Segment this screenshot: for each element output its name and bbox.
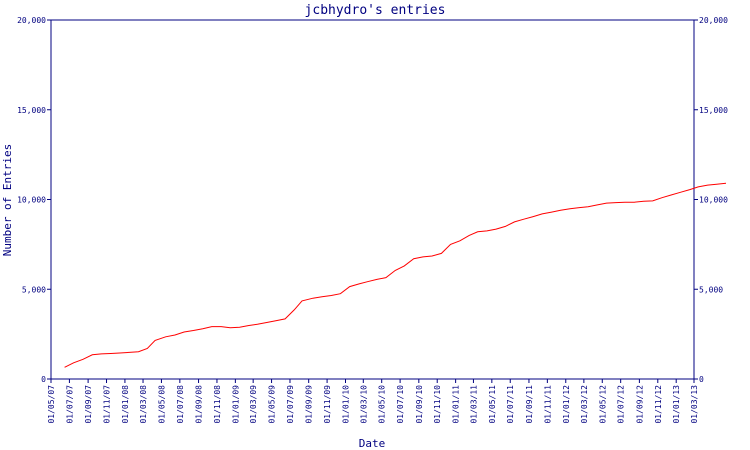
x-tick-label: 01/01/11	[452, 385, 461, 424]
x-tick-label: 01/09/12	[635, 385, 644, 424]
y-tick-label-left: 0	[41, 375, 46, 384]
x-tick-label: 01/01/13	[672, 385, 681, 424]
x-tick-label: 01/05/11	[488, 385, 497, 424]
x-tick-label: 01/09/08	[195, 385, 204, 424]
y-axis-ticks: 0 0 5,000 5,000 10,000 10,000 15,000 15,000 20,0…	[17, 16, 728, 384]
x-tick-label: 01/01/09	[231, 385, 240, 424]
x-tick-label: 01/07/08	[176, 385, 185, 424]
x-tick-label: 01/09/07	[84, 385, 93, 424]
x-tick-label: 01/03/09	[249, 385, 258, 424]
x-tick-label: 01/11/12	[654, 385, 663, 424]
y-tick-label-left: 15,000	[17, 106, 46, 115]
y-tick-label-right: 20,000	[699, 16, 728, 25]
x-tick-label: 01/05/08	[157, 385, 166, 424]
x-tick-label: 01/09/09	[305, 385, 314, 424]
y-tick-label-left: 20,000	[17, 16, 46, 25]
y-tick-label-right: 15,000	[699, 106, 728, 115]
x-tick-label: 01/11/10	[433, 385, 442, 424]
x-tick-label: 01/03/10	[359, 385, 368, 424]
y-tick-label-left: 10,000	[17, 196, 46, 205]
y-tick-label-right: 10,000	[699, 196, 728, 205]
x-tick-label: 01/01/08	[121, 385, 130, 424]
x-tick-label: 01/11/11	[543, 385, 552, 424]
x-tick-label: 01/05/10	[378, 385, 387, 424]
series-line-0	[64, 182, 727, 368]
x-tick-label: 01/07/11	[506, 385, 515, 424]
x-tick-label: 01/01/12	[562, 385, 571, 424]
x-tick-label: 01/07/07	[65, 385, 74, 424]
x-tick-label: 01/03/08	[139, 385, 148, 424]
x-tick-label: 01/09/11	[525, 385, 534, 424]
x-tick-label: 01/07/10	[396, 385, 405, 424]
x-tick-label: 01/09/10	[415, 385, 424, 424]
y-tick-label-left: 5,000	[22, 285, 46, 294]
x-tick-label: 01/11/08	[213, 385, 222, 424]
x-tick-label: 01/05/09	[268, 385, 277, 424]
y-axis-label: Number of Entries	[1, 144, 14, 257]
x-tick-label: 01/03/11	[469, 385, 478, 424]
x-tick-label: 01/11/07	[103, 385, 112, 424]
x-tick-label: 01/11/09	[323, 385, 332, 424]
x-tick-label: 01/05/07	[47, 385, 56, 424]
x-axis-label: Date	[359, 437, 386, 450]
y-tick-label-right: 0	[699, 375, 704, 384]
x-tick-label: 01/03/13	[690, 385, 699, 424]
x-tick-label: 01/07/12	[617, 385, 626, 424]
series-group	[64, 182, 727, 368]
x-tick-label: 01/03/12	[580, 385, 589, 424]
x-tick-label: 01/01/10	[341, 385, 350, 424]
x-tick-label: 01/05/12	[598, 385, 607, 424]
x-tick-label: 01/07/09	[286, 385, 295, 424]
x-axis-ticks: 01/05/07 01/07/07 01/09/07 01/11/07 01/01/08…	[47, 379, 699, 424]
chart-title: jcbhydro's entries	[305, 3, 446, 18]
y-tick-label-right: 5,000	[699, 285, 723, 294]
